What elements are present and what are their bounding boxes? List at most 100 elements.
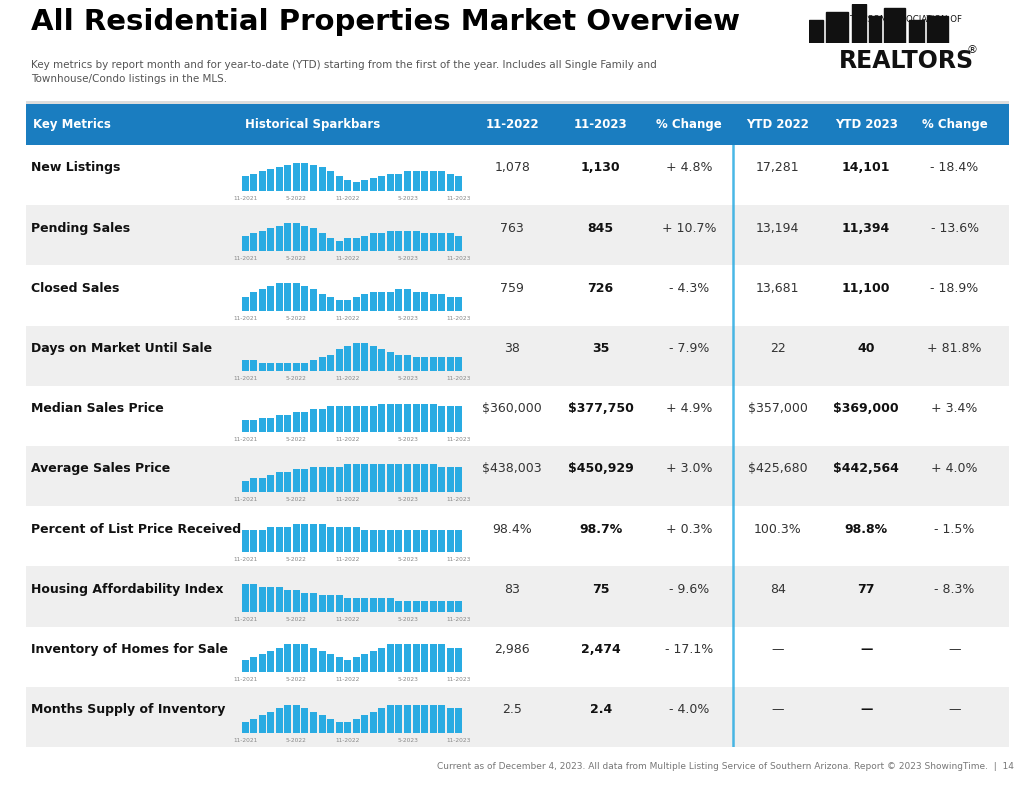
Text: 11-2023: 11-2023	[446, 617, 471, 623]
Bar	[259, 172, 266, 191]
Bar	[438, 530, 445, 552]
Bar	[361, 344, 369, 371]
Text: 11-2021: 11-2021	[233, 557, 257, 562]
Bar	[438, 295, 445, 311]
Bar	[446, 407, 454, 432]
Bar	[336, 527, 343, 552]
Text: 11-2023: 11-2023	[446, 377, 471, 381]
Text: 726: 726	[588, 282, 613, 295]
Bar	[438, 172, 445, 191]
Bar	[352, 719, 359, 733]
Bar	[446, 708, 454, 733]
Bar	[446, 233, 454, 251]
Bar	[310, 648, 317, 672]
Bar	[242, 236, 249, 251]
Bar	[430, 172, 436, 191]
Text: 759: 759	[501, 282, 524, 295]
Bar	[327, 466, 334, 492]
Bar	[430, 704, 436, 733]
Bar	[395, 530, 402, 552]
Bar	[267, 363, 274, 371]
Bar	[310, 466, 317, 492]
Bar	[259, 418, 266, 432]
Text: New Listings: New Listings	[32, 162, 121, 174]
Text: 11-2022: 11-2022	[336, 195, 359, 201]
Text: 84: 84	[770, 583, 785, 596]
Bar	[318, 167, 326, 191]
Text: ®: ®	[967, 45, 977, 55]
Text: 11-2021: 11-2021	[233, 617, 257, 623]
Bar	[404, 403, 411, 432]
Bar	[413, 403, 420, 432]
Bar	[446, 530, 454, 552]
Bar	[250, 478, 257, 492]
Bar	[250, 657, 257, 672]
Bar	[301, 470, 308, 492]
Bar	[361, 654, 369, 672]
Text: 11-2021: 11-2021	[233, 256, 257, 261]
Text: + 0.3%: + 0.3%	[666, 522, 713, 536]
Bar	[259, 530, 266, 552]
Bar	[285, 645, 292, 672]
Bar	[336, 241, 343, 251]
Bar	[395, 288, 402, 311]
Bar	[275, 527, 283, 552]
Bar	[318, 651, 326, 672]
Bar	[344, 180, 351, 191]
Text: 11-2022: 11-2022	[485, 118, 539, 131]
Bar	[404, 530, 411, 552]
Bar	[361, 295, 369, 311]
Bar	[250, 173, 257, 191]
Bar	[318, 233, 326, 251]
Bar	[438, 466, 445, 492]
Bar	[379, 708, 385, 733]
Bar	[336, 176, 343, 191]
Bar	[336, 349, 343, 371]
Bar	[275, 648, 283, 672]
Text: 11-2021: 11-2021	[233, 195, 257, 201]
Bar	[293, 163, 300, 191]
Bar	[267, 286, 274, 311]
Bar	[318, 409, 326, 432]
Text: Closed Sales: Closed Sales	[32, 282, 120, 295]
Bar	[395, 704, 402, 733]
Bar	[413, 292, 420, 311]
Text: Inventory of Homes for Sale: Inventory of Homes for Sale	[32, 643, 228, 656]
Bar	[421, 645, 428, 672]
Text: —: —	[771, 703, 784, 716]
Text: —: —	[860, 643, 872, 656]
Bar	[336, 300, 343, 311]
Bar	[387, 351, 394, 371]
Text: 11-2023: 11-2023	[446, 738, 471, 742]
Bar	[456, 466, 462, 492]
Bar	[267, 651, 274, 672]
Bar	[285, 165, 292, 191]
Bar	[421, 403, 428, 432]
Bar	[430, 403, 436, 432]
Text: 5-2022: 5-2022	[286, 678, 307, 682]
Bar	[344, 660, 351, 672]
Bar	[438, 601, 445, 612]
Bar	[370, 346, 377, 371]
Bar	[310, 409, 317, 432]
Text: $442,564: $442,564	[834, 463, 899, 475]
Bar	[456, 358, 462, 371]
Bar	[250, 420, 257, 432]
Bar	[387, 464, 394, 492]
Bar	[293, 283, 300, 311]
Text: 11,100: 11,100	[842, 282, 890, 295]
Bar	[379, 648, 385, 672]
Bar	[352, 297, 359, 311]
Text: 11-2023: 11-2023	[446, 256, 471, 261]
Text: - 4.3%: - 4.3%	[669, 282, 710, 295]
Bar	[344, 527, 351, 552]
Bar	[379, 233, 385, 251]
Bar	[275, 167, 283, 191]
Bar	[275, 225, 283, 251]
Bar	[259, 288, 266, 311]
Text: 77: 77	[857, 583, 874, 596]
Text: 5-2023: 5-2023	[397, 557, 418, 562]
Text: 11-2021: 11-2021	[233, 496, 257, 502]
Bar	[438, 704, 445, 733]
Text: 100.3%: 100.3%	[754, 522, 802, 536]
